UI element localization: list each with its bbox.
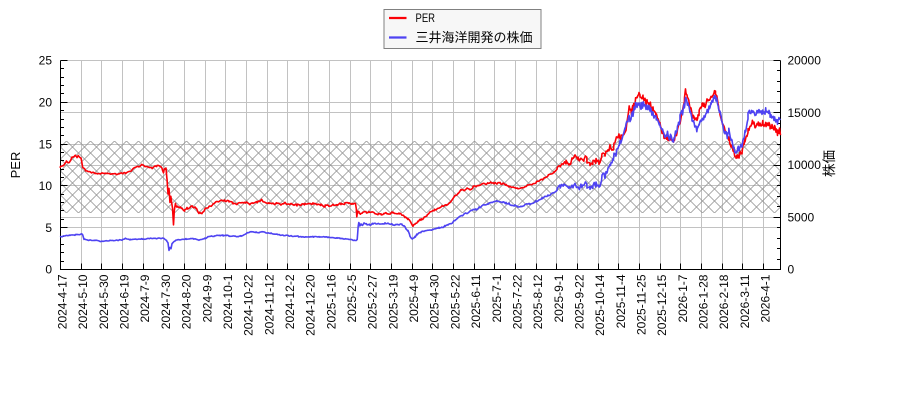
svg-text:20: 20 [39, 96, 53, 110]
svg-text:0: 0 [45, 263, 52, 277]
svg-text:0: 0 [788, 263, 795, 277]
svg-text:2024-10-1: 2024-10-1 [221, 274, 235, 329]
svg-text:2024-9-9: 2024-9-9 [200, 274, 214, 322]
svg-text:2025-4-30: 2025-4-30 [428, 274, 442, 329]
svg-text:PER: PER [8, 152, 23, 179]
svg-text:25: 25 [39, 54, 53, 68]
svg-text:2025-12-15: 2025-12-15 [655, 274, 669, 336]
svg-text:2026-1-28: 2026-1-28 [697, 274, 711, 329]
svg-text:5: 5 [45, 221, 52, 235]
svg-text:2024-11-12: 2024-11-12 [262, 274, 276, 335]
svg-text:2024-7-30: 2024-7-30 [159, 274, 173, 329]
svg-text:20000: 20000 [788, 54, 822, 68]
svg-text:2024-5-10: 2024-5-10 [76, 274, 90, 329]
svg-text:2024-4-17: 2024-4-17 [56, 274, 70, 329]
svg-text:2024-7-9: 2024-7-9 [138, 274, 152, 322]
svg-text:2025-1-16: 2025-1-16 [324, 274, 338, 329]
svg-text:15: 15 [39, 137, 53, 151]
svg-text:10: 10 [39, 179, 53, 193]
svg-text:2024-5-30: 2024-5-30 [97, 274, 111, 329]
svg-text:PER: PER [416, 11, 436, 25]
svg-text:三井海洋開発の株価: 三井海洋開発の株価 [416, 30, 533, 45]
svg-text:2025-10-14: 2025-10-14 [593, 274, 607, 336]
svg-text:2025-7-1: 2025-7-1 [490, 274, 504, 322]
svg-text:2025-3-19: 2025-3-19 [386, 274, 400, 329]
svg-text:2025-9-1: 2025-9-1 [552, 274, 566, 322]
svg-text:2025-4-9: 2025-4-9 [407, 274, 421, 322]
svg-text:株価: 株価 [822, 150, 837, 177]
svg-text:2025-9-22: 2025-9-22 [573, 274, 587, 329]
svg-text:2026-4-1: 2026-4-1 [759, 274, 773, 322]
svg-text:2025-2-5: 2025-2-5 [345, 274, 359, 322]
svg-text:2025-6-11: 2025-6-11 [469, 274, 483, 328]
svg-text:2024-12-20: 2024-12-20 [304, 274, 318, 336]
svg-text:2024-8-20: 2024-8-20 [180, 274, 194, 329]
svg-text:2025-2-27: 2025-2-27 [366, 274, 380, 329]
svg-text:15000: 15000 [788, 106, 822, 120]
svg-text:2025-5-22: 2025-5-22 [448, 274, 462, 329]
svg-text:2024-6-19: 2024-6-19 [118, 274, 132, 329]
svg-text:2025-11-4: 2025-11-4 [614, 274, 628, 328]
svg-text:2026-3-11: 2026-3-11 [738, 274, 752, 328]
svg-text:2025-11-25: 2025-11-25 [635, 274, 649, 335]
svg-text:2024-12-2: 2024-12-2 [283, 274, 297, 329]
svg-text:2025-7-22: 2025-7-22 [510, 274, 524, 329]
svg-text:2026-2-18: 2026-2-18 [717, 274, 731, 329]
svg-text:2024-10-22: 2024-10-22 [242, 274, 256, 336]
svg-text:10000: 10000 [788, 158, 822, 172]
svg-text:2026-1-7: 2026-1-7 [676, 274, 690, 322]
svg-text:2025-8-12: 2025-8-12 [531, 274, 545, 329]
svg-text:5000: 5000 [788, 210, 815, 224]
